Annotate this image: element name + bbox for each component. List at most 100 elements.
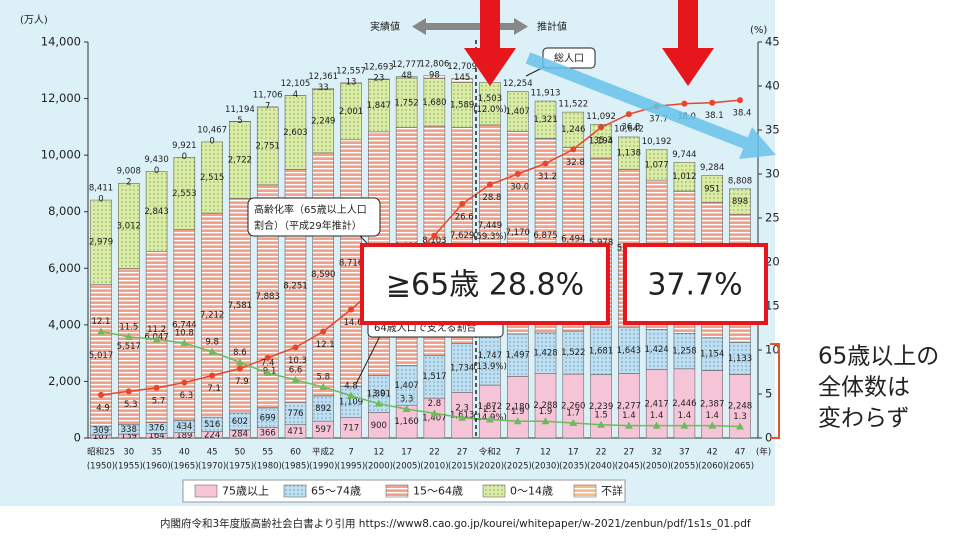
marker [570,146,577,153]
line-label: 5.8 [316,372,330,382]
data-label: 1,497 [506,351,530,361]
y-unit: (万人) [20,14,48,26]
data-label: 2 [126,178,131,188]
x-tick-label: 17 [568,448,579,458]
data-label: 5 [237,116,242,126]
marker [513,417,522,425]
total-label: 12,806 [420,59,450,69]
line-label: 30.0 [510,183,529,193]
line-label: 7.1 [207,384,221,394]
line-label: 1.3 [733,412,747,422]
data-label: 1,589 [450,101,474,111]
x-tick-label: 27 [623,448,634,458]
line-label: 9.8 [205,337,219,347]
x-tick-year: (2025) [504,462,532,472]
x-tick-year: (2040) [587,462,615,472]
share-label: (13.9%) [473,362,507,372]
data-label: 7 [265,101,270,111]
x-tick-label: 42 [707,448,718,458]
data-label: 892 [315,404,331,414]
marker [431,232,438,239]
data-label: 2,387 [700,400,724,410]
x-tick-label: 47 [735,448,746,458]
marker [264,354,271,361]
total-label: 9,008 [117,167,141,177]
total-label: 8,411 [89,184,113,194]
y2-tick-label: 35 [765,123,780,137]
data-label: 5,017 [89,351,113,361]
share-label: (12.0%) [473,105,507,115]
data-label: 5,517 [117,342,141,352]
x-tick-year: (2010) [420,462,448,472]
data-label: 8,251 [283,282,307,292]
aging-callout: 高齢化率（65歳以上人口 割合）（平成29年推計） [247,197,393,269]
total-label: 9,921 [172,141,196,151]
y2-tick-label: 25 [765,211,780,225]
x-tick-year: (1965) [170,462,198,472]
data-label: 1,133 [728,354,752,364]
x-tick-label: 40 [179,448,190,458]
line-label: 32.8 [566,158,585,168]
x-tick-year: (2045) [615,462,643,472]
legend-swatch [194,484,218,498]
data-label: 1,872 [478,402,502,412]
total-label: 11,706 [253,90,283,100]
x-tick-label: 30 [123,448,134,458]
marker [736,422,744,430]
marker [514,171,521,177]
marker [737,97,743,104]
header-left: 実績値 [370,20,400,33]
bar-segment [145,171,168,252]
line-label: 28.8 [482,193,501,203]
x-tick-year: (2065) [726,462,754,472]
data-label: 107 [93,432,109,442]
data-label: 1,407 [394,381,418,391]
data-label: 2,979 [89,238,113,248]
data-label: 189 [176,431,192,441]
y2-tick-label: 15 [765,299,780,313]
bar-segment [173,157,196,230]
marker [680,421,689,429]
highlight-text: ≧65歳 28.8% [386,268,584,303]
data-label: 33 [318,83,329,93]
x-tick-label: 35 [151,448,162,458]
data-label: 6,875 [533,231,557,241]
data-label: 602 [232,417,248,427]
data-label: 597 [315,425,331,435]
x-tick-label: 平成2 [312,447,334,458]
data-label: 224 [204,430,220,440]
x-tick-label: 55 [262,448,273,458]
line-label: 37.7 [649,115,668,125]
bar-segment [701,175,723,203]
data-label: 309 [93,426,109,436]
bar-segment [729,188,751,215]
data-label: 951 [704,184,720,194]
bar-segment [506,91,529,132]
x-tick-year: (1980) [254,462,282,472]
marker [236,365,243,372]
x-tick-label: 50 [234,448,245,458]
highlight-text: 37.7% [647,268,742,303]
data-label: 8,103 [422,236,446,246]
marker [181,379,188,386]
x-tick-year: (2000) [365,462,393,472]
red-arrow [464,0,516,86]
data-label: 1,138 [617,149,641,159]
data-label: 1,407 [506,107,530,117]
y2-tick-label: 30 [765,167,780,181]
x-tick-label: 22 [429,448,440,458]
line-label: 4.8 [344,381,358,391]
marker [235,358,244,366]
data-label: 2,553 [172,189,196,199]
y2-tick-label: 10 [765,343,780,357]
data-label: 338 [121,425,137,435]
line-label: 3.9 [372,389,386,399]
data-label: 366 [260,428,276,438]
legend-swatch [385,484,409,498]
marker [124,332,133,340]
data-label: 1,681 [589,346,613,356]
x-tick-label: 7 [515,448,520,458]
marker [348,306,355,313]
y2-tick-label: 0 [765,431,772,445]
